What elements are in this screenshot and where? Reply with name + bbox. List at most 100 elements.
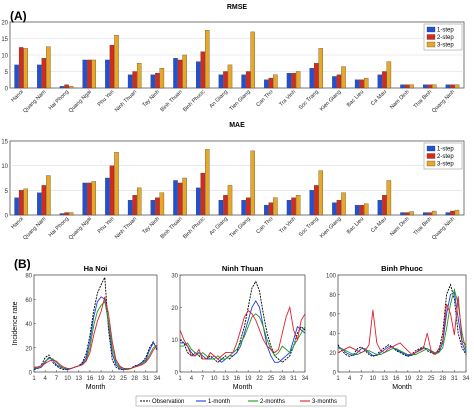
y-tick-label: 20 xyxy=(25,346,32,352)
legend-swatch xyxy=(426,26,436,33)
bar xyxy=(223,195,228,216)
x-tick-label: 19 xyxy=(98,376,105,382)
legend-label: 3-step xyxy=(437,162,454,168)
bar xyxy=(332,202,337,216)
bar xyxy=(241,74,246,89)
x-tick-label: Nam Dinh xyxy=(389,89,411,111)
x-tick-label: Quang Nam xyxy=(22,216,48,242)
y-tick-label: 100 xyxy=(326,274,337,280)
panel-label-b: (B) xyxy=(14,257,31,271)
x-tick-label: Tra Vinh xyxy=(278,216,297,235)
legend-swatch xyxy=(426,41,436,48)
bar xyxy=(359,79,364,89)
bar xyxy=(59,213,65,216)
bar xyxy=(273,197,278,216)
bar xyxy=(59,86,65,89)
x-tick-label: Binh Phuoc xyxy=(182,89,206,113)
x-tick-label: Quang Ngai xyxy=(68,89,93,114)
bar xyxy=(177,182,183,216)
bar xyxy=(14,197,19,216)
bar xyxy=(422,84,428,89)
x-tick-label: 22 xyxy=(256,376,263,382)
bar xyxy=(64,212,69,216)
legend-label: 2-step xyxy=(437,35,454,41)
x-tick-label: 25 xyxy=(120,376,127,382)
bar xyxy=(268,202,274,216)
bar xyxy=(400,84,405,89)
bar xyxy=(91,59,97,89)
line-panel-ninh-thuan: 0 10 20 30 1 4 7 10 13 16 19 22 25 28 31 34 Ninh Thuan Mo… xyxy=(171,264,309,391)
bar xyxy=(18,47,24,89)
x-tick-label: 28 xyxy=(439,376,446,382)
x-tick-label: An Giang xyxy=(209,216,229,236)
x-tick-label: 34 xyxy=(302,376,309,382)
x-tick-label: 19 xyxy=(245,376,252,382)
x-tick-label: 28 xyxy=(279,376,286,382)
x-tick-label: Tien Giang xyxy=(229,216,252,239)
x-tick-label: Hanoi xyxy=(10,89,24,103)
bar xyxy=(241,200,246,216)
bar xyxy=(132,71,137,89)
x-tick-label: Nam Dinh xyxy=(389,216,411,238)
x-tick-label: 16 xyxy=(233,376,240,382)
series-line-3-months xyxy=(179,305,306,360)
bar xyxy=(109,165,115,216)
bar xyxy=(422,212,428,216)
bar xyxy=(109,44,115,89)
bar xyxy=(227,64,233,89)
bar xyxy=(245,197,251,216)
bar xyxy=(14,64,19,89)
bar xyxy=(195,61,201,89)
series-line-observation xyxy=(337,283,467,358)
x-axis-label: Month xyxy=(233,384,253,391)
y-tick-label: 40 xyxy=(329,332,336,338)
x-tick-label: 4 xyxy=(44,376,48,382)
x-tick-label: Binh Phuoc xyxy=(182,216,206,240)
bar xyxy=(427,84,432,89)
bar xyxy=(409,211,414,216)
x-tick-label: Soc Trang xyxy=(298,89,320,111)
bar xyxy=(250,31,255,89)
bar xyxy=(218,200,224,216)
y-tick-label: 15 xyxy=(1,37,8,43)
bar xyxy=(46,46,51,89)
x-tick-label: 19 xyxy=(404,376,411,382)
x-tick-label: Ninh Thuan xyxy=(114,89,138,113)
y-tick-label: 20 xyxy=(1,21,8,27)
x-tick-label: Thai Binh xyxy=(413,216,434,237)
bar xyxy=(450,84,455,89)
bar xyxy=(291,197,296,216)
y-tick-label: 20 xyxy=(329,351,336,357)
line-panel-binh-phuoc: 0 20 40 60 80 100 1 4 7 10 13 16 19 22 25 28 31 34 Binh Ph… xyxy=(326,264,470,391)
bar xyxy=(182,177,187,216)
x-tick-label: 4 xyxy=(348,376,352,382)
bar xyxy=(386,61,392,89)
bar xyxy=(18,190,24,216)
legend-swatch xyxy=(426,145,436,152)
x-tick-label: Ninh Thuan xyxy=(114,216,138,240)
x-tick-label: 22 xyxy=(109,376,116,382)
bar xyxy=(454,84,460,89)
bar xyxy=(114,152,119,216)
x-tick-label: 7 xyxy=(360,376,364,382)
bar xyxy=(404,84,410,89)
bar xyxy=(64,84,69,89)
bar xyxy=(205,30,210,89)
bar xyxy=(23,188,28,216)
bar xyxy=(182,54,187,89)
y-tick-label: 10 xyxy=(171,338,178,344)
x-tick-label: Can Tho xyxy=(255,89,274,108)
y-tick-label: 10 xyxy=(1,164,8,170)
x-tick-label: Thai Binh xyxy=(413,89,434,110)
y-tick-label: 40 xyxy=(25,322,32,328)
legend-label: Observation xyxy=(152,399,184,405)
legend-label: 2-step xyxy=(437,154,454,160)
plot-frame xyxy=(9,140,465,216)
x-tick-label: 34 xyxy=(154,376,161,382)
legend-swatch xyxy=(426,153,436,159)
chart-title: Ha Noi xyxy=(84,264,108,273)
x-tick-label: 25 xyxy=(268,376,275,382)
x-axis-label: Month xyxy=(392,384,412,391)
bar xyxy=(309,68,314,89)
